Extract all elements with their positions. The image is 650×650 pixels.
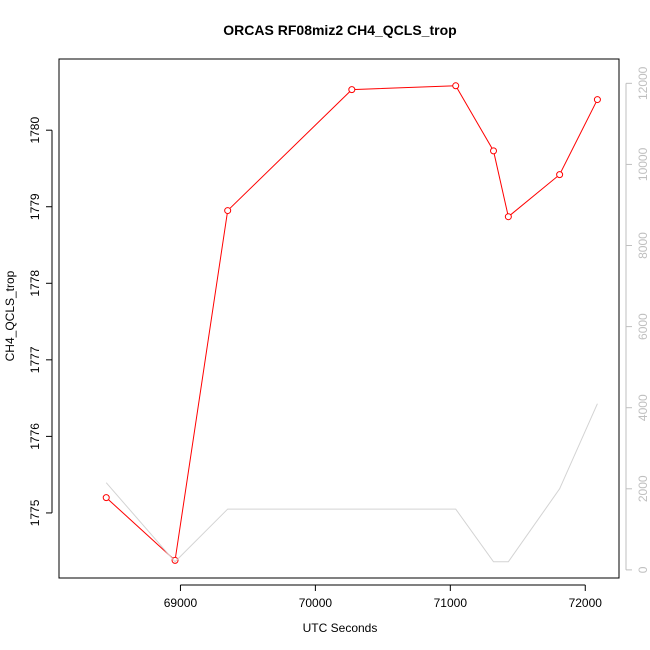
y-tick-label: 1780	[28, 117, 42, 144]
x-tick-label: 70000	[299, 596, 333, 610]
data-point	[102, 494, 110, 502]
data-point	[224, 207, 232, 215]
x-tick-label: 71000	[434, 596, 468, 610]
secondary-series-line	[105, 403, 598, 563]
data-point	[504, 213, 512, 221]
chart-title: ORCAS RF08miz2 CH4_QCLS_trop	[223, 22, 456, 38]
y-tick-label: 1776	[28, 423, 42, 450]
x-tick-label: 69000	[164, 596, 198, 610]
y-tick-label: 1779	[28, 193, 42, 220]
y2-tick-label: 10000	[636, 147, 650, 181]
plot-frame	[58, 58, 620, 579]
data-point	[452, 82, 460, 90]
primary-series-line	[105, 85, 598, 562]
y2-tick-label: 4000	[636, 394, 650, 421]
data-point	[490, 147, 498, 155]
y-tick-label: 1778	[28, 270, 42, 297]
series-layer	[102, 82, 601, 564]
y2-tick-label: 0	[636, 566, 650, 573]
y-axis-label: CH4_QCLS_trop	[3, 270, 17, 361]
data-point	[556, 171, 564, 179]
data-point	[171, 556, 179, 564]
y2-tick-label: 8000	[636, 232, 650, 259]
y2-tick-label: 12000	[636, 66, 650, 100]
x-tick-label: 72000	[569, 596, 603, 610]
y-tick-label: 1777	[28, 346, 42, 373]
y-tick-label: 1775	[28, 499, 42, 526]
x-axis-label: UTC Seconds	[303, 621, 378, 635]
data-point	[593, 96, 601, 104]
axes-layer: 69000 70000 71000 72000 1775 1776 1777 1778 1779…	[28, 66, 650, 610]
y2-tick-label: 6000	[636, 313, 650, 340]
data-point	[348, 86, 356, 94]
y2-tick-label: 2000	[636, 475, 650, 502]
